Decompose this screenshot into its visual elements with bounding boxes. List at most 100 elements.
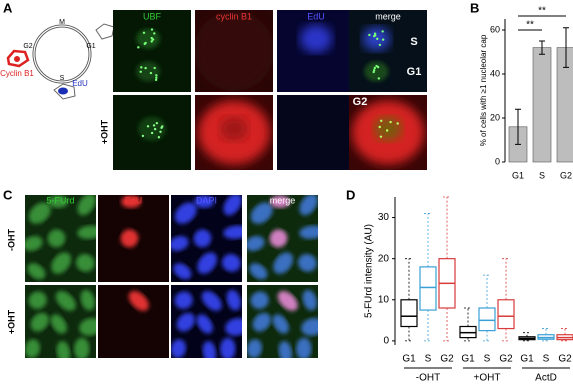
image-bg	[349, 10, 427, 92]
micrograph	[25, 195, 96, 282]
cell	[381, 38, 385, 41]
whisker	[502, 258, 510, 300]
cell	[27, 263, 46, 280]
error-bar	[515, 108, 521, 145]
cell	[297, 253, 317, 272]
micrograph	[171, 195, 242, 282]
cell	[201, 290, 222, 311]
row-label: +OHT	[99, 119, 109, 144]
whisker	[523, 332, 531, 337]
cell	[301, 318, 318, 336]
cell	[75, 253, 95, 272]
micrographs	[25, 10, 427, 358]
cell	[174, 291, 193, 309]
cell	[194, 195, 215, 208]
cell	[195, 11, 273, 91]
cell	[196, 314, 213, 334]
cell	[154, 78, 158, 82]
cell	[299, 195, 318, 216]
cell	[220, 337, 236, 358]
cell	[380, 119, 383, 123]
cell	[221, 253, 241, 272]
image-content	[128, 290, 149, 311]
cell	[193, 229, 212, 248]
whisker	[561, 328, 569, 335]
x-tick-label: G1	[461, 354, 475, 365]
edu-label: EdU	[72, 79, 88, 88]
x-tick-label: G2	[560, 170, 572, 180]
cell	[141, 134, 145, 138]
error-bar	[563, 27, 569, 68]
x-tick-label: G2	[440, 354, 454, 365]
micrograph	[247, 195, 318, 282]
whisker	[542, 328, 550, 335]
x-tick-label: G1	[520, 354, 534, 365]
cell	[151, 38, 155, 41]
whisker	[405, 258, 413, 300]
x-tick-label: G2	[499, 354, 513, 365]
cell-cycle-diagram	[6, 23, 115, 100]
cell	[51, 252, 72, 274]
panel-letter: B	[470, 0, 479, 15]
panel-letter: C	[3, 187, 13, 202]
column-header: merge	[270, 195, 296, 205]
cell	[226, 289, 241, 311]
phase-label: G1	[86, 43, 95, 50]
cell	[176, 312, 195, 332]
cell	[55, 290, 76, 311]
cell	[28, 291, 47, 309]
cell	[157, 136, 161, 139]
image-content	[247, 195, 318, 280]
micrograph	[98, 285, 169, 358]
cell	[270, 195, 291, 208]
cell	[202, 341, 217, 358]
group-label: ActD	[535, 373, 557, 384]
x-tick-label: G1	[512, 170, 524, 180]
x-tick-label: S	[543, 354, 550, 365]
cell	[47, 229, 66, 248]
micrograph	[277, 95, 355, 170]
column-header: EdU	[307, 11, 325, 21]
cell	[223, 225, 242, 239]
cell	[373, 32, 377, 35]
micrograph	[171, 285, 242, 358]
column-header: DAPI	[196, 195, 217, 205]
cell	[372, 70, 375, 74]
cell	[155, 121, 159, 125]
column-header: merge	[375, 11, 401, 21]
cell	[247, 339, 263, 358]
y-tick-label: 0	[383, 336, 389, 347]
cell	[152, 124, 156, 127]
significance: **	[526, 20, 534, 31]
image-content	[195, 11, 273, 91]
micrograph	[195, 10, 273, 92]
y-tick-label: 40	[490, 68, 500, 78]
cell	[385, 129, 389, 132]
image-content	[362, 26, 391, 82]
cell	[77, 195, 96, 216]
group-label: -OHT	[416, 373, 440, 384]
cell	[273, 252, 294, 274]
image-content	[171, 195, 242, 280]
cell	[80, 289, 95, 311]
cell	[379, 135, 383, 138]
x-tick-label: G2	[558, 354, 572, 365]
cell	[150, 131, 154, 135]
cell	[296, 337, 312, 358]
cell	[153, 127, 157, 131]
micrograph	[113, 95, 191, 170]
whisker	[483, 274, 491, 308]
micrograph	[349, 10, 427, 92]
error-bar	[539, 40, 545, 55]
cell	[299, 225, 318, 239]
whisker	[443, 308, 451, 342]
whisker	[424, 310, 432, 342]
cell	[376, 65, 380, 69]
cell	[272, 314, 289, 334]
cell	[161, 125, 164, 128]
y-tick-label: 30	[378, 212, 390, 223]
panel-letter: A	[3, 0, 13, 15]
cell	[28, 202, 51, 224]
image-bg	[277, 95, 355, 170]
cell	[153, 32, 156, 35]
